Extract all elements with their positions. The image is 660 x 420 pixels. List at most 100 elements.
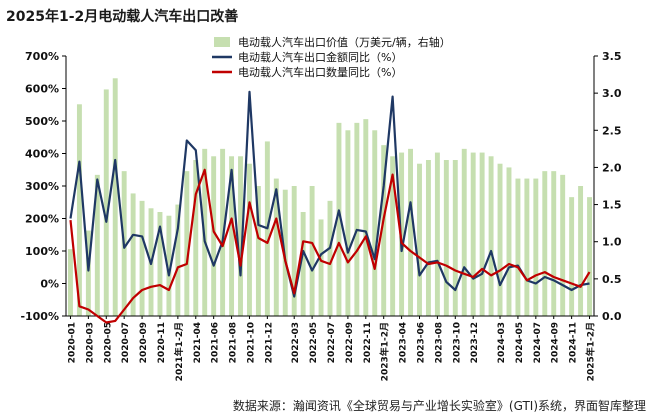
price-bar: [238, 156, 243, 316]
legend: 电动载人汽车出口价值（万美元/辆，右轴）电动载人汽车出口金额同比（%）电动载人汽…: [212, 35, 451, 79]
price-bar: [569, 197, 575, 316]
price-bar: [76, 104, 82, 317]
price-bar: [318, 219, 324, 316]
price-bar: [390, 156, 396, 316]
price-bar: [363, 119, 369, 317]
source-note: 数据来源：瀚闻资讯《全球贸易与产业增长实验室》(GTI)系统，界面智库整理: [232, 399, 646, 413]
right-tick-label: 2.0: [602, 161, 622, 174]
price-bar: [372, 130, 378, 316]
volume-yoy-line: [69, 168, 591, 324]
amount-yoy-line: [69, 90, 590, 298]
x-tick-label: 2021-06: [211, 322, 221, 363]
x-tick-label: 2024-09: [551, 322, 561, 363]
x-tick-label: 2022-09: [345, 322, 355, 363]
price-bar: [461, 148, 467, 316]
legend-swatch-bars: [214, 37, 230, 47]
price-bar: [139, 200, 145, 316]
x-tick-label: 2021-04: [193, 322, 203, 363]
left-tick-label: 300%: [25, 180, 59, 193]
x-tick-label: 2020-01: [67, 322, 77, 363]
right-tick-label: 3.0: [602, 87, 622, 100]
price-bar: [524, 178, 530, 316]
x-tick-label: 2023-04: [399, 322, 409, 363]
chart-title: 2025年1-2月电动载人汽车出口改善: [6, 9, 239, 25]
price-bar: [246, 163, 252, 316]
price-bar: [103, 89, 109, 316]
x-tick-label: 2020-11: [157, 322, 167, 363]
price-bar: [94, 174, 100, 316]
price-bar: [85, 230, 91, 316]
price-bar: [497, 163, 503, 316]
right-tick-label: 2.5: [602, 124, 622, 137]
price-bar: [157, 212, 163, 316]
price-bar: [560, 174, 566, 316]
left-tick-label: 700%: [25, 50, 59, 63]
x-tick-label: 2023年1-2月: [379, 322, 391, 381]
price-bar: [443, 160, 449, 316]
price-bar: [470, 152, 476, 316]
price-bar: [425, 160, 431, 316]
price-bar: [300, 212, 306, 316]
price-bar: [193, 160, 199, 316]
x-tick-label: 2020-09: [139, 322, 149, 363]
price-bar: [354, 122, 360, 316]
price-bar: [327, 200, 333, 316]
right-tick-label: 1.0: [602, 236, 622, 249]
axes: -100% 0% 100% 200% 300% 400% 500% 600% 700% 0.0 0.…: [20, 50, 621, 381]
price-bar: [291, 186, 297, 316]
x-tick-label: 2023-08: [434, 322, 444, 363]
price-bar: [542, 171, 548, 316]
x-tick-label: 2023-12: [470, 322, 480, 363]
left-tick-label: 200%: [25, 213, 59, 226]
x-tick-label: 2022-11: [363, 322, 373, 363]
price-bar: [587, 197, 592, 316]
price-bar: [309, 186, 315, 316]
left-tick-label: 0%: [40, 278, 59, 291]
price-bar: [479, 152, 485, 316]
price-bar: [255, 186, 261, 316]
left-tick-label: 100%: [25, 245, 59, 258]
right-tick-label: 0.0: [602, 310, 622, 323]
price-bars: [68, 78, 592, 317]
price-bar: [166, 215, 172, 316]
price-bar: [551, 171, 557, 316]
price-bar: [211, 156, 217, 316]
price-bar: [229, 156, 235, 316]
price-bar: [112, 78, 118, 317]
x-tick-label: 2023-06: [416, 322, 426, 363]
left-tick-label: 400%: [25, 148, 59, 161]
price-bar: [381, 145, 387, 316]
left-tick-label: 500%: [25, 115, 59, 128]
x-tick-label: 2024-05: [515, 322, 525, 363]
x-tick-label: 2025年1-2月: [585, 322, 597, 381]
price-bar: [578, 186, 584, 316]
x-tick-label: 2022-05: [309, 322, 319, 363]
price-bar: [533, 178, 539, 316]
x-tick-label: 2022-07: [327, 322, 337, 363]
series-lines: [69, 90, 591, 324]
x-tick-label: 2020-03: [85, 322, 95, 363]
price-bar: [273, 178, 279, 316]
legend-label: 电动载人汽车出口价值（万美元/辆，右轴）: [238, 35, 451, 49]
right-tick-label: 3.5: [602, 50, 622, 63]
price-bar: [345, 130, 351, 316]
price-bar: [175, 204, 181, 316]
price-bar: [408, 148, 414, 316]
price-bar: [506, 167, 512, 316]
left-tick-label: 600%: [25, 83, 59, 96]
price-bar: [336, 122, 342, 316]
price-bar: [417, 163, 422, 316]
price-bar: [184, 171, 190, 316]
x-tick-label: 2021年1-2月: [173, 322, 185, 381]
x-tick-label: 2024-03: [497, 322, 507, 363]
price-bar: [488, 156, 494, 316]
x-tick-label: 2023-10: [452, 322, 462, 363]
right-tick-label: 1.5: [602, 199, 622, 212]
legend-label: 电动载人汽车出口数量同比（%）: [238, 65, 402, 79]
price-bar: [130, 193, 136, 316]
left-tick-label: -100%: [20, 310, 59, 323]
x-tick-label: 2021-10: [246, 322, 256, 363]
price-bar: [515, 178, 521, 316]
price-bar: [434, 152, 440, 316]
